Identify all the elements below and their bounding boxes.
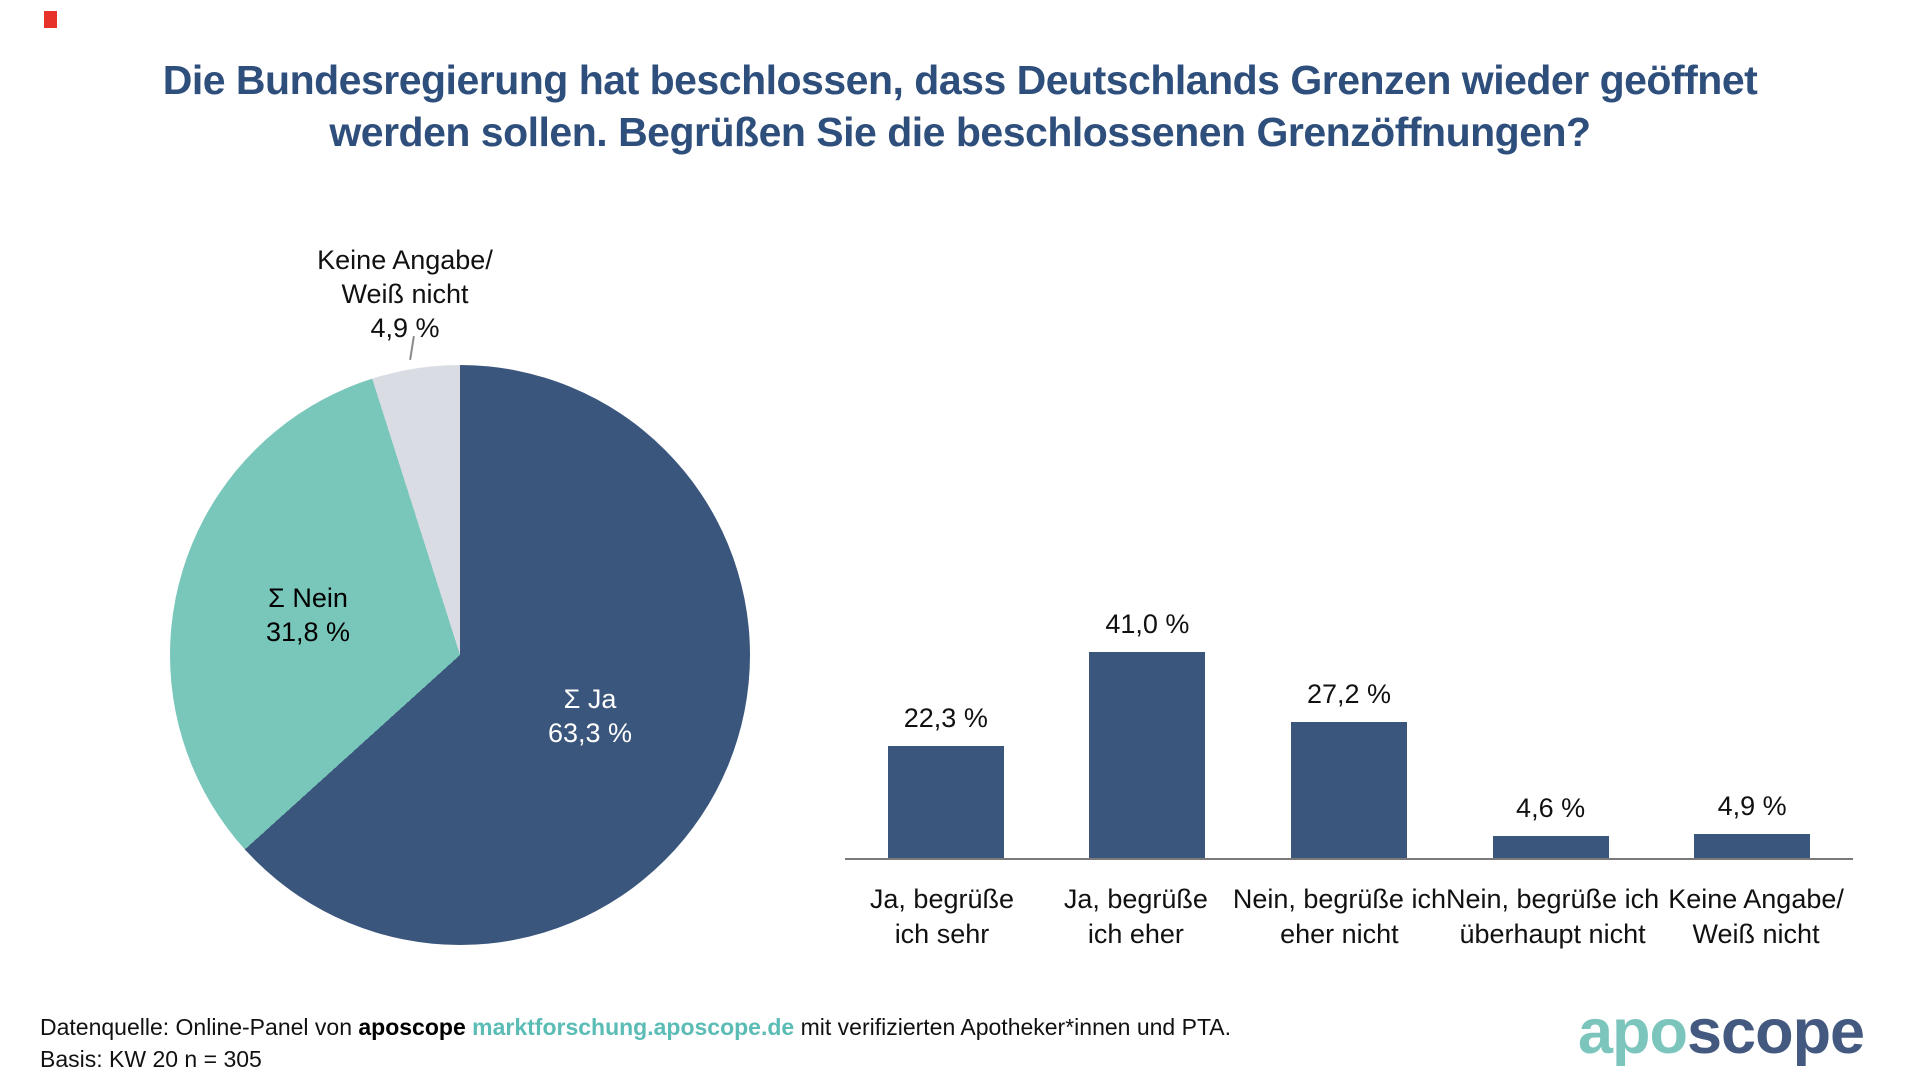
bar-2 xyxy=(1089,652,1206,859)
red-marker xyxy=(44,11,57,28)
pie-label-ja-line1: Σ Ja xyxy=(563,684,617,714)
bar-value-label-2: 41,0 % xyxy=(1105,609,1190,639)
bar-1 xyxy=(887,746,1004,859)
bar-3 xyxy=(1290,722,1407,859)
bar-category-label-2: Ja, begrüße ich eher xyxy=(1063,884,1208,949)
bar-column-2: 41,0 % xyxy=(1047,600,1249,859)
bar-5 xyxy=(1694,834,1811,859)
bar-column-4: 4,6 % xyxy=(1450,600,1652,859)
bar-column-3: 27,2 % xyxy=(1248,600,1450,859)
footer-source-prefix: Datenquelle: Online-Panel von xyxy=(40,1014,359,1040)
footer: Datenquelle: Online-Panel von aposcope m… xyxy=(40,1011,1231,1075)
bar-value-label-1: 22,3 % xyxy=(903,703,988,733)
logo-scope: scope xyxy=(1687,997,1865,1067)
page-title-line-2: werden sollen. Begrüßen Sie die beschlos… xyxy=(329,109,1591,155)
pie-label-nein-value: 31,8 % xyxy=(265,617,351,647)
bar-value-label-3: 27,2 % xyxy=(1306,679,1392,709)
pie-label-nein-line1: Σ Nein xyxy=(268,583,348,613)
bar-category-label-5: Keine Angabe/Weiß nicht xyxy=(1668,884,1844,949)
bar-column-1: 22,3 % xyxy=(845,600,1047,859)
pie-label-keine-angabe: Keine Angabe/ Weiß nicht 4,9 % xyxy=(295,243,515,345)
pie-chart xyxy=(170,365,750,945)
bar-value-label-5: 4,9 % xyxy=(1717,791,1787,821)
footer-source-line: Datenquelle: Online-Panel von aposcope m… xyxy=(40,1011,1231,1043)
aposcope-logo: aposcope xyxy=(1578,996,1865,1068)
bar-column-5: 4,9 % xyxy=(1651,600,1853,859)
bar-category-label-3: Nein, begrüße ich eher nicht xyxy=(1232,884,1446,949)
bar-chart: 22,3 % 41,0 % 27,2 % 4,6 % 4,9 % xyxy=(845,600,1853,859)
x-axis-line xyxy=(845,858,1853,860)
pie-label-keine-line2: Weiß nicht xyxy=(341,279,469,309)
footer-link[interactable]: marktforschung.aposcope.de xyxy=(472,1014,795,1040)
bar-4 xyxy=(1492,836,1609,859)
pie-label-nein: Σ Nein 31,8 % xyxy=(218,581,398,649)
pie-label-ja: Σ Ja 63,3 % xyxy=(500,682,680,750)
bar-category-labels: Ja, begrüße ich sehr Ja, begrüße ich eher Ne… xyxy=(845,882,1853,952)
footer-brand: aposcope xyxy=(358,1014,466,1040)
footer-basis-line: Basis: KW 20 n = 305 xyxy=(40,1046,262,1072)
pie-label-ja-value: 63,3 % xyxy=(547,718,633,748)
footer-source-suffix: mit verifizierten Apotheker*innen und PT… xyxy=(794,1014,1232,1040)
bar-category-label-4: Nein, begrüße ich überhaupt nicht xyxy=(1445,884,1660,949)
page-title: Die Bundesregierung hat beschlossen, das… xyxy=(0,54,1920,158)
bar-value-label-4: 4,6 % xyxy=(1516,793,1586,823)
bar-category-label-1: Ja, begrüße ich sehr xyxy=(869,884,1014,949)
logo-apo: apo xyxy=(1578,997,1688,1067)
pie-label-keine-line1: Keine Angabe/ xyxy=(317,245,493,275)
page-title-line-1: Die Bundesregierung hat beschlossen, das… xyxy=(162,57,1758,103)
pie-label-keine-value: 4,9 % xyxy=(370,313,440,343)
